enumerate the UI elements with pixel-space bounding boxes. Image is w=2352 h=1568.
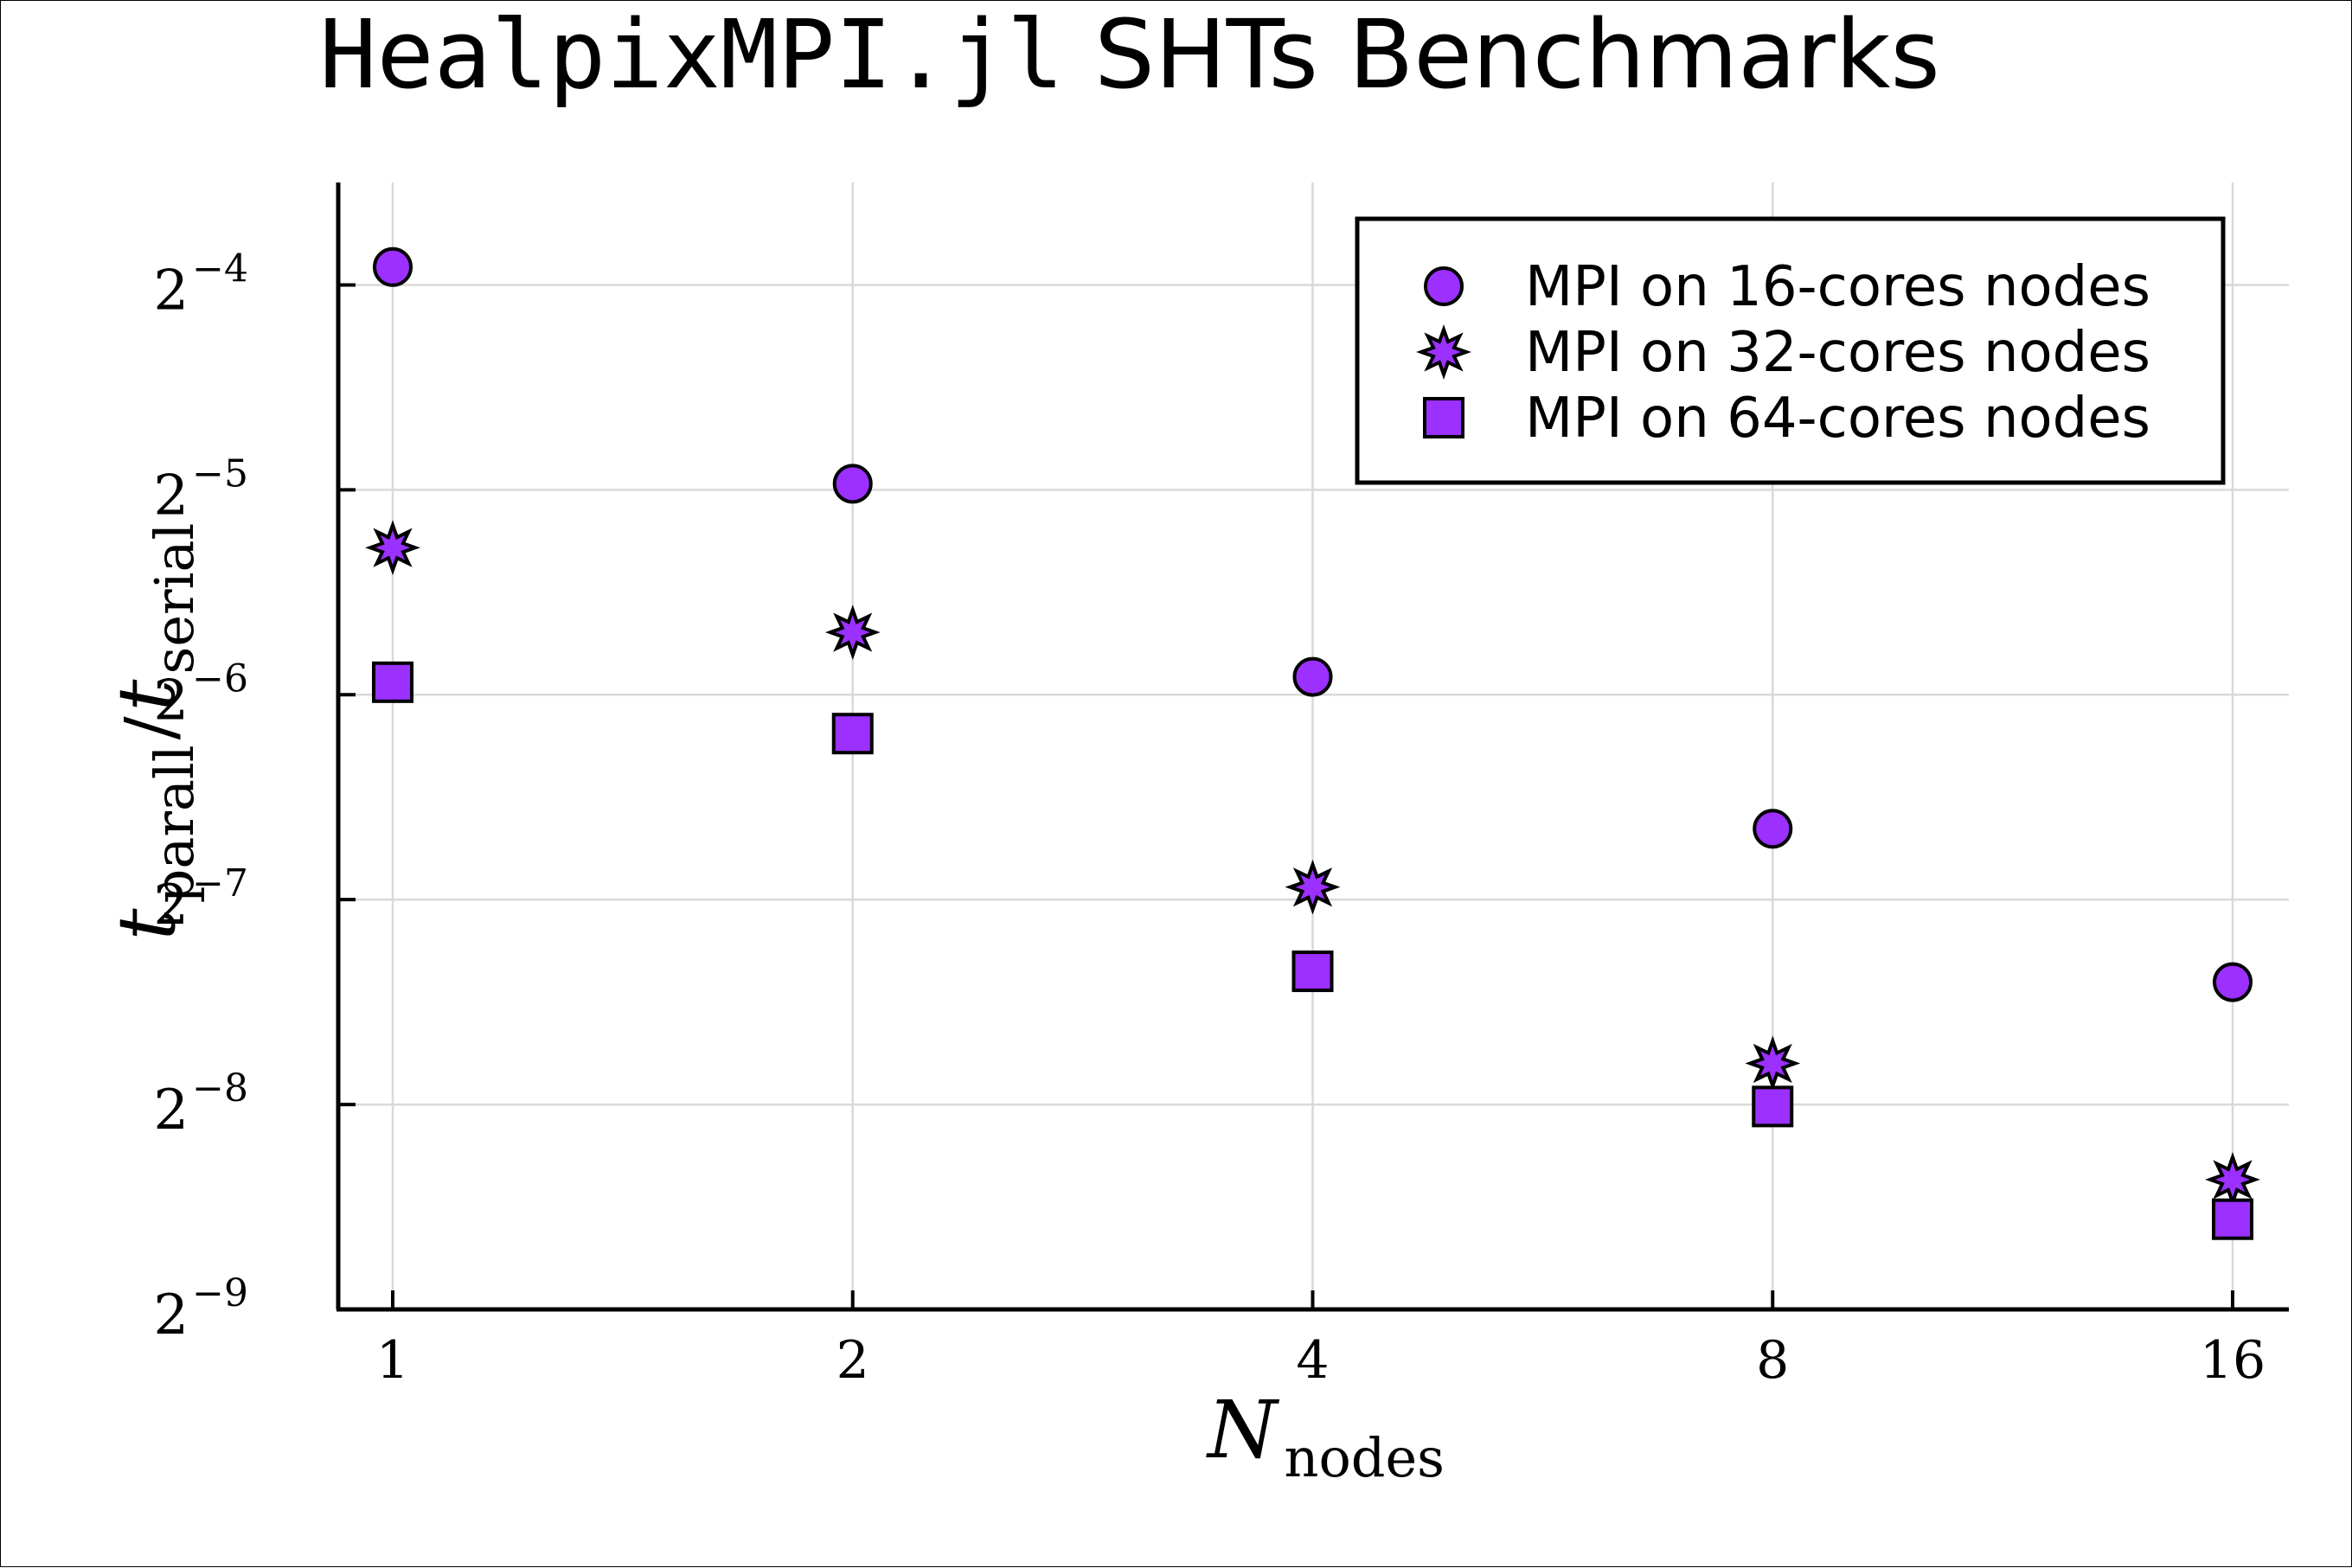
legend-circle-icon (1424, 266, 1464, 306)
star-point (1745, 1035, 1801, 1091)
series-2 (365, 520, 2260, 1207)
circle-point (373, 246, 413, 287)
x-tick-labels: 1 2 4 8 16 (376, 1330, 2265, 1391)
legend-star-icon (1416, 324, 1471, 380)
square-point (1752, 1085, 1794, 1128)
x-tick-label: 4 (1296, 1330, 1329, 1391)
legend-label: MPI on 16-cores nodes (1525, 255, 2150, 319)
legend-item: MPI on 16-cores nodes (1424, 255, 2150, 319)
x-tick-label: 16 (2200, 1330, 2265, 1391)
star-point (365, 520, 420, 576)
y-tick-label: 2−5 (153, 451, 248, 528)
legend-square-icon (1423, 397, 1464, 438)
y-axis-label: tparall/tserial (100, 523, 206, 941)
square-point (2212, 1198, 2253, 1240)
star-point (1285, 859, 1341, 915)
chart-title-text: SHTs Benchmarks (1064, 1, 1940, 110)
star-point (824, 605, 881, 661)
y-tick-label: 2−4 (153, 246, 248, 323)
circle-point (1753, 809, 1793, 849)
y-tick-labels: 2−4 2−5 2−6 2−7 2−8 2−9 (153, 246, 248, 1347)
legend-label: MPI on 64-cores nodes (1525, 387, 2150, 451)
chart-title: HealpixMPI.jl SHTs Benchmarks (319, 1, 1940, 110)
square-point (831, 713, 874, 755)
square-point (372, 661, 413, 703)
circle-point (2213, 962, 2253, 1002)
data-points (365, 246, 2260, 1240)
chart-title-code: HealpixMPI.jl (319, 1, 1064, 110)
circle-point (832, 464, 873, 504)
series-3 (372, 661, 2253, 1240)
legend-box (1355, 216, 2226, 485)
x-tick-label: 2 (836, 1330, 869, 1391)
legend-label: MPI on 32-cores nodes (1525, 321, 2150, 385)
x-tick-label: 8 (1756, 1330, 1789, 1391)
x-tick-label: 1 (376, 1330, 409, 1391)
y-tick-label: 2−8 (153, 1066, 248, 1142)
legend-item: MPI on 32-cores nodes (1416, 321, 2150, 385)
legend-item: MPI on 64-cores nodes (1423, 387, 2150, 451)
series-1 (373, 246, 2253, 1002)
y-tick-label: 2−6 (153, 656, 248, 733)
y-tick-label: 2−9 (153, 1271, 248, 1347)
y-tick-label: 2−7 (153, 861, 248, 938)
square-point (1291, 950, 1334, 993)
axes (336, 182, 2289, 1312)
star-point (2205, 1151, 2260, 1207)
circle-point (1292, 656, 1333, 697)
